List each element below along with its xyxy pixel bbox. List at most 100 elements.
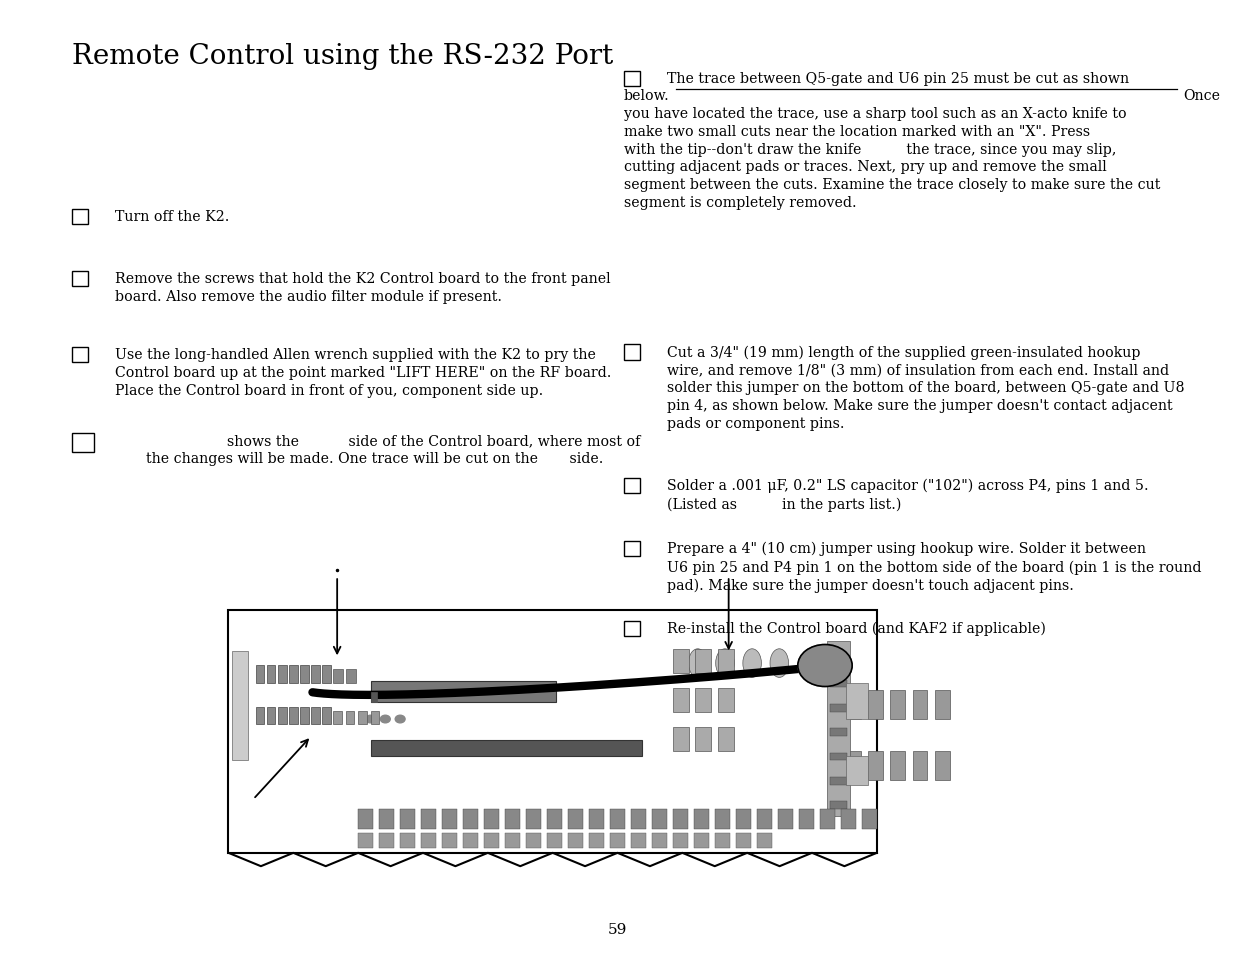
Ellipse shape xyxy=(715,649,734,678)
Bar xyxy=(715,810,730,828)
Bar xyxy=(718,649,734,673)
Text: Solder a .001 μF, 0.2" LS capacitor ("102") across P4, pins 1 and 5.
(Listed as : Solder a .001 μF, 0.2" LS capacitor ("10… xyxy=(667,478,1149,511)
Ellipse shape xyxy=(688,649,706,678)
Bar xyxy=(841,810,856,828)
Bar xyxy=(421,833,436,848)
Bar xyxy=(505,833,520,848)
Bar xyxy=(631,810,646,828)
Bar xyxy=(715,833,730,848)
Bar xyxy=(463,810,478,828)
Text: Cut a 3/4" (19 mm) length of the supplied green-insulated hookup
wire, and remov: Cut a 3/4" (19 mm) length of the supplie… xyxy=(667,345,1184,431)
Bar xyxy=(400,810,415,828)
Bar xyxy=(278,665,287,682)
Bar xyxy=(484,833,499,848)
Bar xyxy=(673,649,689,673)
Circle shape xyxy=(366,716,375,723)
Bar xyxy=(568,810,583,828)
Bar xyxy=(311,665,320,682)
Bar xyxy=(379,810,394,828)
Bar xyxy=(890,691,905,720)
Bar xyxy=(370,740,642,756)
Bar xyxy=(846,756,868,785)
Bar xyxy=(846,682,868,720)
Bar xyxy=(610,810,625,828)
Bar xyxy=(935,691,950,720)
Bar xyxy=(830,680,847,688)
Bar xyxy=(358,833,373,848)
Bar xyxy=(72,272,88,287)
Bar xyxy=(370,693,377,702)
Bar xyxy=(624,541,640,557)
Bar xyxy=(289,707,298,724)
Text: Once: Once xyxy=(1183,90,1220,103)
Bar xyxy=(694,810,709,828)
Text: Remote Control using the RS-232 Port: Remote Control using the RS-232 Port xyxy=(72,43,613,70)
Bar xyxy=(868,691,883,720)
Bar xyxy=(311,707,320,724)
Bar xyxy=(379,833,394,848)
Bar xyxy=(400,833,415,848)
Bar xyxy=(846,691,861,720)
Bar xyxy=(267,707,275,724)
Bar xyxy=(736,833,751,848)
Text: Re-install the Control board (and KAF2 if applicable): Re-install the Control board (and KAF2 i… xyxy=(667,621,1046,636)
Bar xyxy=(256,707,264,724)
Bar xyxy=(463,833,478,848)
Bar xyxy=(72,348,88,363)
Bar xyxy=(652,833,667,848)
Bar xyxy=(547,810,562,828)
Bar xyxy=(778,810,793,828)
Bar xyxy=(624,71,640,87)
Bar xyxy=(589,833,604,848)
Bar xyxy=(333,670,343,682)
Bar xyxy=(913,691,927,720)
Bar xyxy=(278,707,287,724)
Bar xyxy=(694,833,709,848)
Bar xyxy=(484,810,499,828)
Bar xyxy=(610,833,625,848)
Text: 59: 59 xyxy=(608,923,627,936)
Bar xyxy=(935,751,950,780)
Bar xyxy=(846,751,861,780)
Bar xyxy=(232,651,248,760)
Bar xyxy=(913,751,927,780)
Bar xyxy=(799,810,814,828)
Bar xyxy=(358,711,367,724)
Bar xyxy=(322,665,331,682)
Bar xyxy=(300,707,309,724)
Text: Prepare a 4" (10 cm) jumper using hookup wire. Solder it between
U6 pin 25 and P: Prepare a 4" (10 cm) jumper using hookup… xyxy=(667,541,1202,593)
Circle shape xyxy=(380,716,390,723)
Bar xyxy=(72,434,94,453)
Bar xyxy=(370,681,556,702)
Bar xyxy=(526,810,541,828)
Ellipse shape xyxy=(742,649,761,678)
Bar xyxy=(830,778,847,785)
Bar xyxy=(370,711,379,724)
Circle shape xyxy=(395,716,405,723)
Bar xyxy=(673,833,688,848)
Bar xyxy=(624,621,640,637)
Bar xyxy=(300,665,309,682)
Bar xyxy=(890,751,905,780)
Text: below.: below. xyxy=(624,90,669,103)
Bar xyxy=(830,801,847,809)
Bar xyxy=(267,665,275,682)
Bar xyxy=(820,810,835,828)
Bar xyxy=(358,810,373,828)
Bar xyxy=(228,610,877,853)
Bar xyxy=(346,670,356,682)
Bar xyxy=(652,810,667,828)
Bar xyxy=(322,707,331,724)
Bar xyxy=(673,727,689,751)
Bar xyxy=(256,665,264,682)
Bar xyxy=(589,810,604,828)
Bar xyxy=(442,810,457,828)
Text: shows the           side of the Control board, where most of
the changes will be: shows the side of the Control board, whe… xyxy=(146,434,640,465)
Bar xyxy=(827,641,850,817)
Bar xyxy=(757,810,772,828)
Ellipse shape xyxy=(771,649,788,678)
Bar xyxy=(736,810,751,828)
Bar xyxy=(695,688,711,712)
Bar xyxy=(757,833,772,848)
Bar xyxy=(830,704,847,712)
